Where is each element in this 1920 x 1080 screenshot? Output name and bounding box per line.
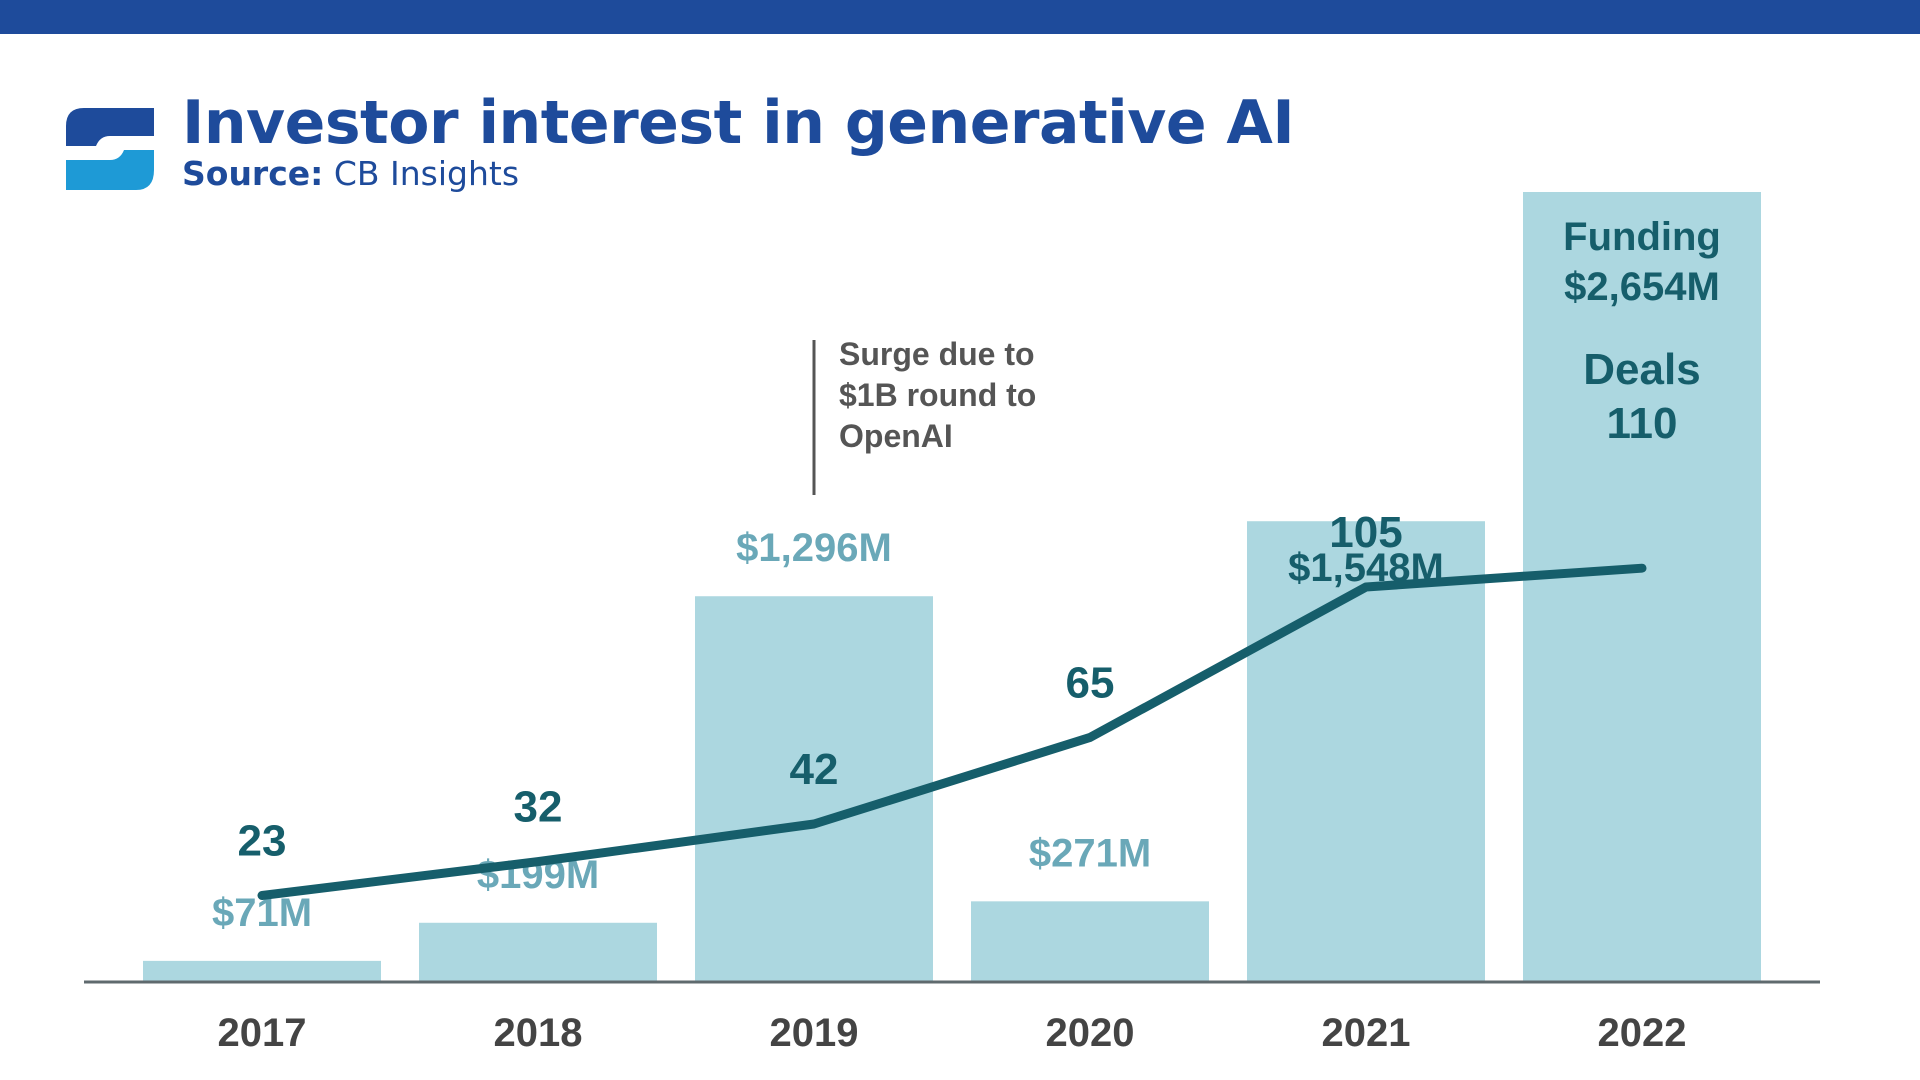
funding-bar-2019 (695, 596, 933, 982)
deals-value-label: 42 (790, 745, 839, 794)
x-tick-label: 2020 (1046, 1011, 1135, 1055)
deals-value-label: 105 (1329, 508, 1402, 557)
deals-legend-label: Deals (1583, 345, 1700, 394)
funding-bar-2022 (1523, 192, 1761, 982)
logo-icon (66, 108, 154, 190)
deals-value-label: 23 (238, 816, 287, 865)
page-title: Investor interest in generative AI (182, 88, 1295, 158)
deals-value-label: 110 (1607, 399, 1678, 448)
logo-top-shape (66, 108, 154, 146)
top-bar (0, 0, 1920, 34)
deals-line (257, 563, 1647, 900)
source-line: Source: CB Insights (182, 154, 519, 194)
funding-bar-2018 (419, 922, 657, 982)
funding-legend-label: Funding (1563, 215, 1721, 259)
logo-bottom-shape (66, 150, 154, 190)
annotation-text-line: OpenAI (839, 418, 953, 454)
funding-bar-2020 (971, 901, 1209, 982)
funding-bar-2017 (143, 960, 381, 982)
x-tick-label: 2022 (1598, 1011, 1687, 1055)
x-tick-label: 2021 (1322, 1011, 1411, 1055)
x-tick-label: 2019 (770, 1011, 859, 1055)
source-name: CB Insights (333, 154, 520, 193)
funding-value-label: $2,654M (1564, 265, 1720, 309)
deals-value-label: 65 (1066, 658, 1115, 707)
funding-value-label: $1,296M (736, 526, 892, 570)
annotation-text-line: Surge due to (839, 336, 1035, 372)
funding-bar-2021 (1247, 521, 1485, 982)
funding-value-label: $271M (1029, 831, 1151, 875)
x-tick-label: 2017 (218, 1011, 307, 1055)
x-tick-label: 2018 (494, 1011, 583, 1055)
annotation-text-line: $1B round to (839, 377, 1036, 413)
deals-value-label: 32 (514, 783, 563, 832)
source-label: Source: (182, 154, 324, 193)
